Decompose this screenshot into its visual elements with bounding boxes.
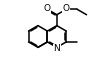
Text: O: O bbox=[63, 4, 70, 13]
Text: N: N bbox=[53, 44, 60, 53]
Text: O: O bbox=[44, 4, 51, 13]
